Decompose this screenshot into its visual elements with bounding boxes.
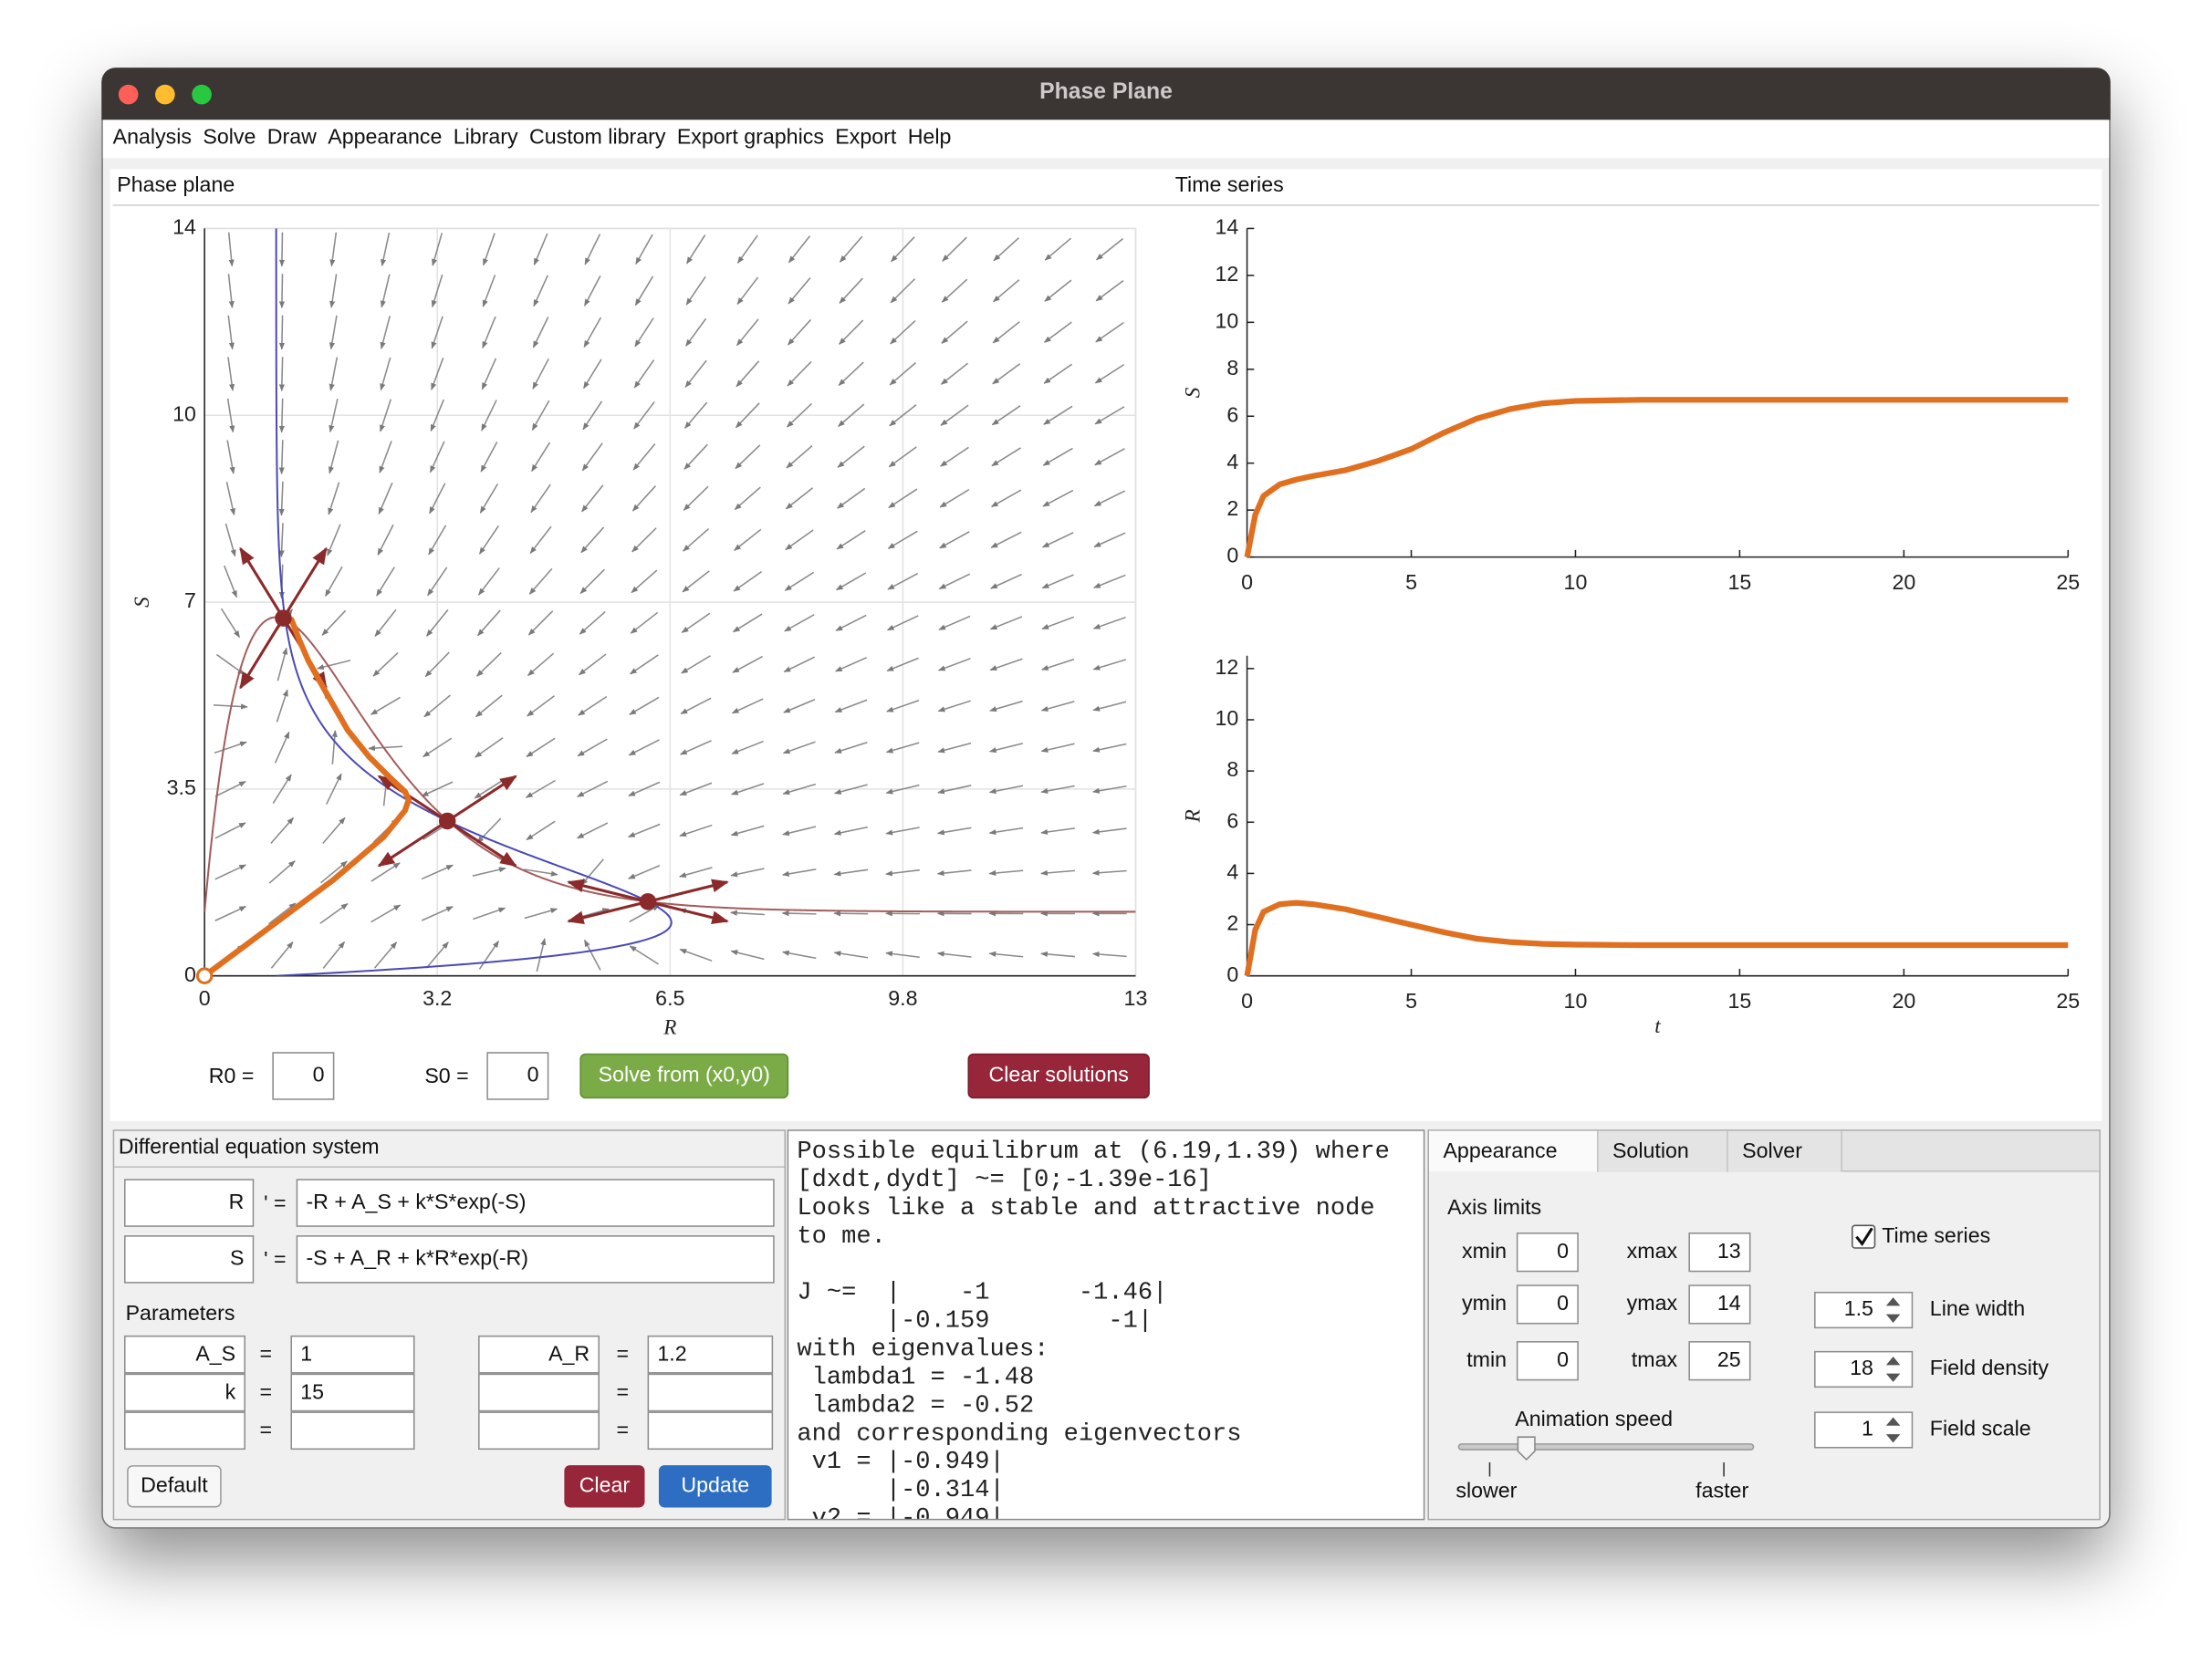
parameter-sign: = (259, 1342, 272, 1367)
menu-item[interactable]: Solve (203, 125, 256, 150)
tab[interactable]: Solution (1598, 1130, 1728, 1172)
parameter-sign: = (259, 1419, 272, 1443)
parameter-name[interactable] (124, 1411, 245, 1451)
window-button[interactable] (118, 84, 139, 105)
axis-limit-label: tmin (1466, 1347, 1508, 1373)
parameter-sign: = (616, 1380, 630, 1405)
axis-limit-label: xmax (1626, 1239, 1678, 1264)
window-button[interactable] (192, 84, 212, 105)
axis-limit-input[interactable]: 0 (1516, 1284, 1579, 1325)
output-line: [dxdt,dydt] ~= [0;-1.39e-16] (797, 1166, 1213, 1195)
upper-panel (110, 169, 2102, 1121)
spinner-input[interactable]: 1.5 (1814, 1291, 1914, 1329)
output-line: lambda1 = -1.48 (797, 1363, 1035, 1392)
animation-label: Animation speed (1515, 1407, 1674, 1431)
solve-button[interactable]: Solve from (x0,y0) (579, 1053, 789, 1099)
slider-max-label: faster (1696, 1479, 1749, 1503)
panel-divider (112, 204, 2100, 206)
axis-limit-input[interactable]: 25 (1688, 1341, 1751, 1381)
output-line: Looks like a stable and attractive node (797, 1194, 1375, 1223)
r0-input[interactable]: 0 (272, 1052, 335, 1100)
title-bar (101, 68, 2111, 120)
spinner-label: Line width (1929, 1297, 2026, 1322)
parameter-name[interactable]: k (124, 1373, 245, 1412)
axis-limit-input[interactable]: 0 (1516, 1232, 1579, 1273)
tab[interactable]: Solver (1727, 1130, 1842, 1172)
parameter-sign: = (616, 1342, 630, 1367)
axis-limit-label: tmax (1631, 1347, 1678, 1373)
axis-limit-label: ymax (1626, 1291, 1678, 1316)
equation-input[interactable]: -R + A_S + k*S*exp(-S) (296, 1179, 775, 1227)
menu-item[interactable]: Analysis (112, 125, 193, 150)
parameter-sign: = (259, 1380, 272, 1405)
parameter-value[interactable]: 1 (290, 1335, 415, 1374)
menu-item[interactable]: Custom library (528, 125, 666, 150)
output-line: to me. (797, 1222, 886, 1252)
equation-sign: ' = (264, 1191, 287, 1216)
menu-item[interactable]: Export (835, 125, 897, 150)
spinner-input[interactable]: 1 (1814, 1411, 1914, 1449)
menu-item[interactable]: Library (453, 125, 518, 150)
menu-item[interactable]: Draw (266, 125, 317, 150)
output-line: v2 = |-0.949| (797, 1504, 1005, 1521)
equation-sign: ' = (264, 1248, 287, 1273)
axis-limit-input[interactable]: 0 (1516, 1341, 1579, 1381)
menu-item[interactable]: Help (907, 125, 952, 150)
parameter-value[interactable]: 15 (290, 1373, 415, 1412)
s0-input[interactable]: 0 (486, 1052, 549, 1100)
variable-input[interactable]: S (124, 1235, 255, 1284)
clear-solutions-button[interactable]: Clear solutions (967, 1053, 1150, 1099)
parameter-name[interactable]: A_R (478, 1335, 600, 1374)
parameter-sign: = (616, 1419, 630, 1443)
parameter-value[interactable] (647, 1373, 774, 1412)
s0-label: S0 = (424, 1065, 469, 1089)
parameter-value[interactable] (647, 1411, 774, 1451)
menu-item[interactable]: Export graphics (676, 125, 824, 150)
parameters-title: Parameters (125, 1301, 235, 1326)
output-line: |-0.159 -1| (797, 1306, 1153, 1336)
output-line: lambda2 = -0.52 (797, 1391, 1035, 1420)
equation-input[interactable]: -S + A_R + k*R*exp(-R) (296, 1235, 775, 1284)
axis-limit-input[interactable]: 13 (1688, 1232, 1751, 1273)
clear-button[interactable]: Clear (564, 1465, 645, 1508)
output-line: and corresponding eigenvectors (797, 1420, 1242, 1449)
tab[interactable]: Appearance (1428, 1130, 1599, 1172)
output-line: Possible equilibrum at (6.19,1.39) where (797, 1138, 1390, 1167)
output-line: v1 = |-0.949| (797, 1448, 1005, 1477)
parameter-value[interactable] (290, 1411, 415, 1451)
panel-divider (114, 1166, 785, 1168)
menu-bar (102, 120, 2110, 159)
output-panel: Possible equilibrum at (6.19,1.39) where… (787, 1129, 1425, 1521)
spinner-label: Field scale (1929, 1417, 2031, 1441)
panel-title: Differential equation system (118, 1135, 380, 1160)
variable-input[interactable]: R (124, 1179, 255, 1227)
axis-limit-input[interactable]: 14 (1688, 1284, 1751, 1325)
parameter-value[interactable]: 1.2 (647, 1335, 774, 1374)
window-title: Phase Plane (1039, 80, 1173, 105)
output-line: with eigenvalues: (797, 1335, 1049, 1364)
panel-title: Time series (1174, 173, 1284, 198)
r0-label: R0 = (208, 1065, 255, 1089)
menu-item[interactable]: Appearance (328, 125, 443, 150)
default-button[interactable]: Default (127, 1465, 222, 1508)
menu: Analysis Solve Draw Appearance Library Custom… (113, 126, 952, 151)
axis-limit-label: xmin (1462, 1239, 1508, 1264)
update-button[interactable]: Update (658, 1465, 772, 1508)
settings-panel (1427, 1129, 2101, 1521)
slider-min-label: slower (1456, 1479, 1518, 1503)
window-button[interactable] (155, 84, 175, 105)
output-line: J ~= | -1 -1.46| (797, 1279, 1168, 1307)
panel-title: Phase plane (117, 173, 235, 198)
parameter-name[interactable] (478, 1411, 600, 1451)
checkbox-label: Time series (1882, 1223, 1991, 1249)
parameter-name[interactable] (478, 1373, 600, 1412)
parameter-name[interactable]: A_S (124, 1335, 245, 1374)
output-line: |-0.314| (797, 1476, 1005, 1505)
axis-limits-title: Axis limits (1447, 1195, 1542, 1221)
spinner-label: Field density (1929, 1357, 2049, 1381)
spinner-input[interactable]: 18 (1814, 1350, 1914, 1388)
axis-limit-label: ymin (1462, 1291, 1508, 1316)
